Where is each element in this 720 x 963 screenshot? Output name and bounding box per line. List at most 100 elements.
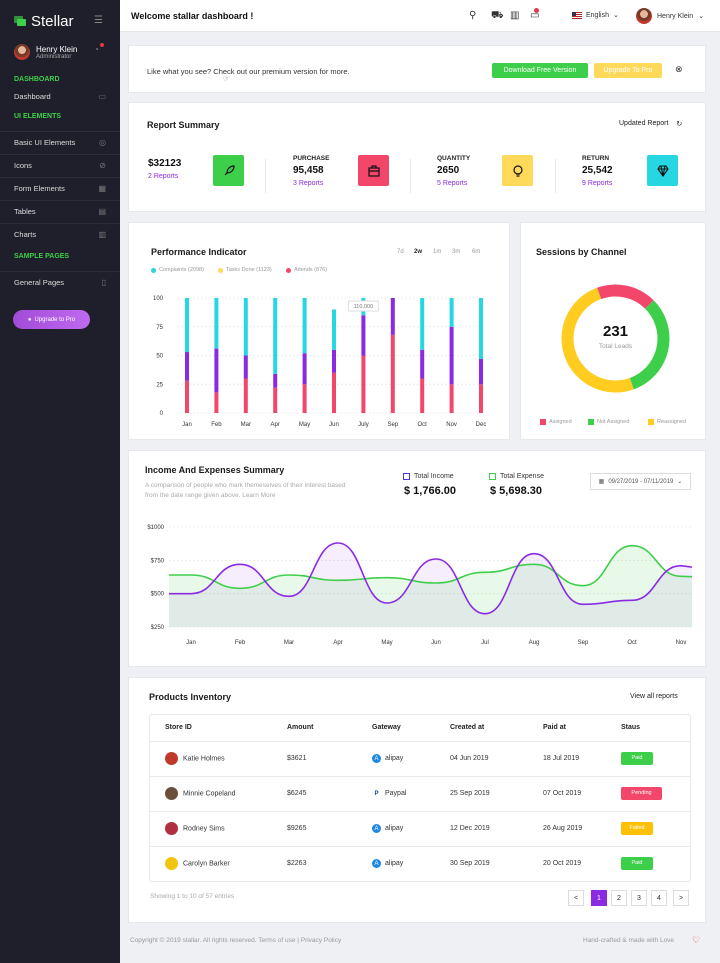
status-badge: Paid	[621, 857, 653, 871]
promo-banner: Like what you see? Check out our premium…	[128, 45, 706, 93]
upgrade-to-pro-button[interactable]: ● Upgrade to Pro	[13, 310, 90, 329]
notification-dot	[100, 43, 104, 47]
stat-quantity: QUANTITY 2650 5 Reports	[437, 155, 470, 187]
y-tick-label: 25	[156, 382, 163, 388]
page-4-button[interactable]: 4	[651, 890, 667, 906]
stat-sub[interactable]: 5 Reports	[437, 180, 468, 187]
sidebar-item-basic-ui[interactable]: Basic UI Elements ◎	[0, 131, 120, 153]
tab-7d[interactable]: 7d	[397, 249, 404, 255]
sidebar-item-form-elements[interactable]: Form Elements ▦	[0, 177, 120, 199]
sidebar-profile[interactable]: Henry Klein Administrator	[14, 44, 77, 60]
monitor-icon: ▭	[98, 91, 106, 101]
bar-segment	[273, 387, 278, 413]
bar-segment	[361, 355, 366, 413]
sidebar-item-icons[interactable]: Icons ⊘	[0, 154, 120, 176]
col-paid-at[interactable]: Paid at	[543, 724, 566, 732]
avatar	[165, 752, 178, 765]
stat-value: 25,542	[582, 165, 613, 176]
bell-icon[interactable]: ◔	[94, 45, 99, 54]
y-tick-label: $1000	[147, 525, 164, 531]
bar-segment	[185, 352, 189, 381]
menu-toggle-icon[interactable]: ☰	[94, 15, 103, 26]
sidebar-item-tables[interactable]: Tables ▤	[0, 200, 120, 222]
page-3-button[interactable]: 3	[631, 890, 647, 906]
stat-sub[interactable]: 3 Reports	[293, 180, 324, 187]
calendar-icon: ▦	[598, 479, 605, 485]
donut-slice	[561, 284, 670, 393]
tab-1m[interactable]: 1m	[433, 249, 442, 255]
sessions-donut-chart	[561, 284, 670, 393]
sidebar-item-charts[interactable]: Charts ▥	[0, 223, 120, 245]
tab-2w[interactable]: 2w	[414, 249, 423, 255]
bar-segment	[449, 298, 454, 327]
report-summary-card: Report Summary Updated Report ↻ $32123 2…	[128, 102, 706, 212]
table-row[interactable]: Minnie Copeland $6245 P Paypal 25 Sep 201…	[150, 775, 690, 811]
user-name: Henry Klein	[657, 12, 694, 20]
performance-title: Performance Indicator	[151, 247, 247, 257]
chart-icon[interactable]: ▥	[510, 10, 520, 21]
col-store-id[interactable]: Store ID	[165, 724, 192, 732]
performance-card: Performance Indicator 7d 2w 1m 3m 6m Com…	[128, 222, 510, 440]
page-prev-button[interactable]: <	[568, 890, 584, 906]
store-name: Minnie Copeland	[183, 790, 236, 798]
download-free-button[interactable]: Download Free Version	[492, 63, 588, 78]
brand-logo[interactable]: Stellar	[14, 13, 74, 30]
x-tick-label: Jun	[431, 640, 441, 646]
tab-6m[interactable]: 6m	[472, 249, 481, 255]
bar-segment	[185, 380, 189, 413]
col-amount[interactable]: Amount	[287, 724, 314, 732]
stat-purchase: PURCHASE 95,458 3 Reports	[293, 155, 329, 187]
bar-segment	[361, 315, 366, 356]
col-status[interactable]: Staus	[621, 724, 641, 732]
bar-segment	[243, 355, 248, 379]
sessions-total: 231	[602, 323, 629, 340]
alipay-icon: A	[372, 859, 381, 869]
bar-segment	[390, 334, 395, 413]
col-gateway[interactable]: Gateway	[372, 724, 401, 732]
close-icon[interactable]: ⊗	[675, 64, 683, 74]
tab-3m[interactable]: 3m	[452, 249, 461, 255]
bar-segment	[479, 298, 483, 359]
x-tick-label: Aug	[529, 640, 540, 646]
view-all-reports-link[interactable]: View all reports	[630, 693, 678, 700]
message-icon[interactable]: ▭	[530, 10, 540, 21]
stat-sub[interactable]: 9 Reports	[582, 180, 613, 187]
language-select[interactable]: English ⌄	[572, 11, 619, 19]
bar-segment	[214, 298, 219, 349]
brand-name: Stellar	[31, 13, 74, 30]
cart-icon[interactable]: ⛟	[491, 10, 504, 21]
bar-segment	[332, 349, 336, 373]
sidebar-item-label: General Pages	[14, 278, 65, 287]
chevron-down-icon: ⌄	[612, 12, 619, 19]
amount-cell: $6245	[272, 775, 357, 811]
page-2-button[interactable]: 2	[611, 890, 627, 906]
briefcase-icon	[358, 155, 389, 186]
col-created-at[interactable]: Created at	[450, 724, 485, 732]
created-cell: 25 Sep 2019	[435, 775, 528, 811]
page-1-button[interactable]: 1	[591, 890, 607, 906]
user-menu[interactable]: Henry Klein ⌄	[636, 8, 704, 24]
store-name: Katie Holmes	[183, 755, 225, 763]
x-tick-label: Nov	[676, 640, 687, 646]
x-tick-label: Jan	[182, 422, 192, 428]
legend-attends: Attends (876)	[286, 267, 327, 273]
updated-report-link[interactable]: Updated Report ↻	[619, 120, 682, 128]
products-inventory-card: Products Inventory View all reports Stor…	[128, 677, 706, 923]
y-tick-label: 100	[153, 296, 164, 302]
sidebar-item-dashboard[interactable]: Dashboard ▭	[0, 85, 120, 107]
performance-bar-chart: 0 25 50 75 100 Jan Feb Mar Apr May Jun July Sep Oct No…	[153, 296, 486, 428]
sidebar-item-general-pages[interactable]: General Pages ▯	[0, 271, 120, 293]
sessions-title: Sessions by Channel	[536, 247, 627, 257]
date-range-value: 09/27/2019 - 07/11/2019	[608, 478, 674, 485]
page-next-button[interactable]: >	[673, 890, 689, 906]
us-flag-icon	[572, 11, 582, 19]
stat-sub[interactable]: 2 Reports	[148, 173, 179, 180]
series-line	[169, 542, 693, 615]
date-range-picker[interactable]: ▦ 09/27/2019 - 07/11/2019 ⌄	[590, 473, 691, 490]
search-icon[interactable]: ⚲	[469, 10, 477, 21]
upgrade-pro-button[interactable]: Upgrade To Pro	[594, 63, 662, 78]
bar-segment	[243, 378, 248, 413]
